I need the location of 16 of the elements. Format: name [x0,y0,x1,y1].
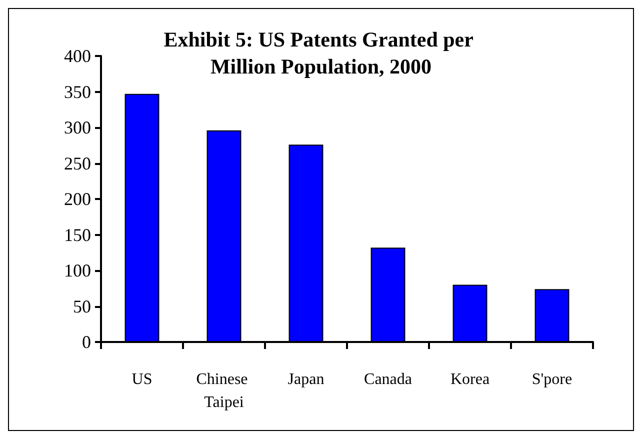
y-tick-label: 200 [64,189,91,209]
y-tick-label: 250 [64,153,91,174]
y-tick-label: 350 [64,82,91,102]
y-tick-label: 150 [64,224,91,245]
x-tick-label: Japan [288,371,324,388]
y-tick-label: 50 [73,296,91,316]
x-tick-label: S'pore [532,371,572,388]
y-tick-label: 0 [82,332,91,352]
y-tick-label: 300 [64,118,91,138]
x-tick-label: Chinese Taipei [196,371,252,411]
y-tick-label: 400 [64,46,91,66]
y-tick-label: 100 [64,260,91,280]
x-tick-label: US [132,371,152,388]
x-tick-label: Korea [450,371,490,388]
x-tick-label: Canada [364,371,412,388]
chart-title: Exhibit 5: US Patents Granted per Million Population, 2000 [164,28,478,78]
